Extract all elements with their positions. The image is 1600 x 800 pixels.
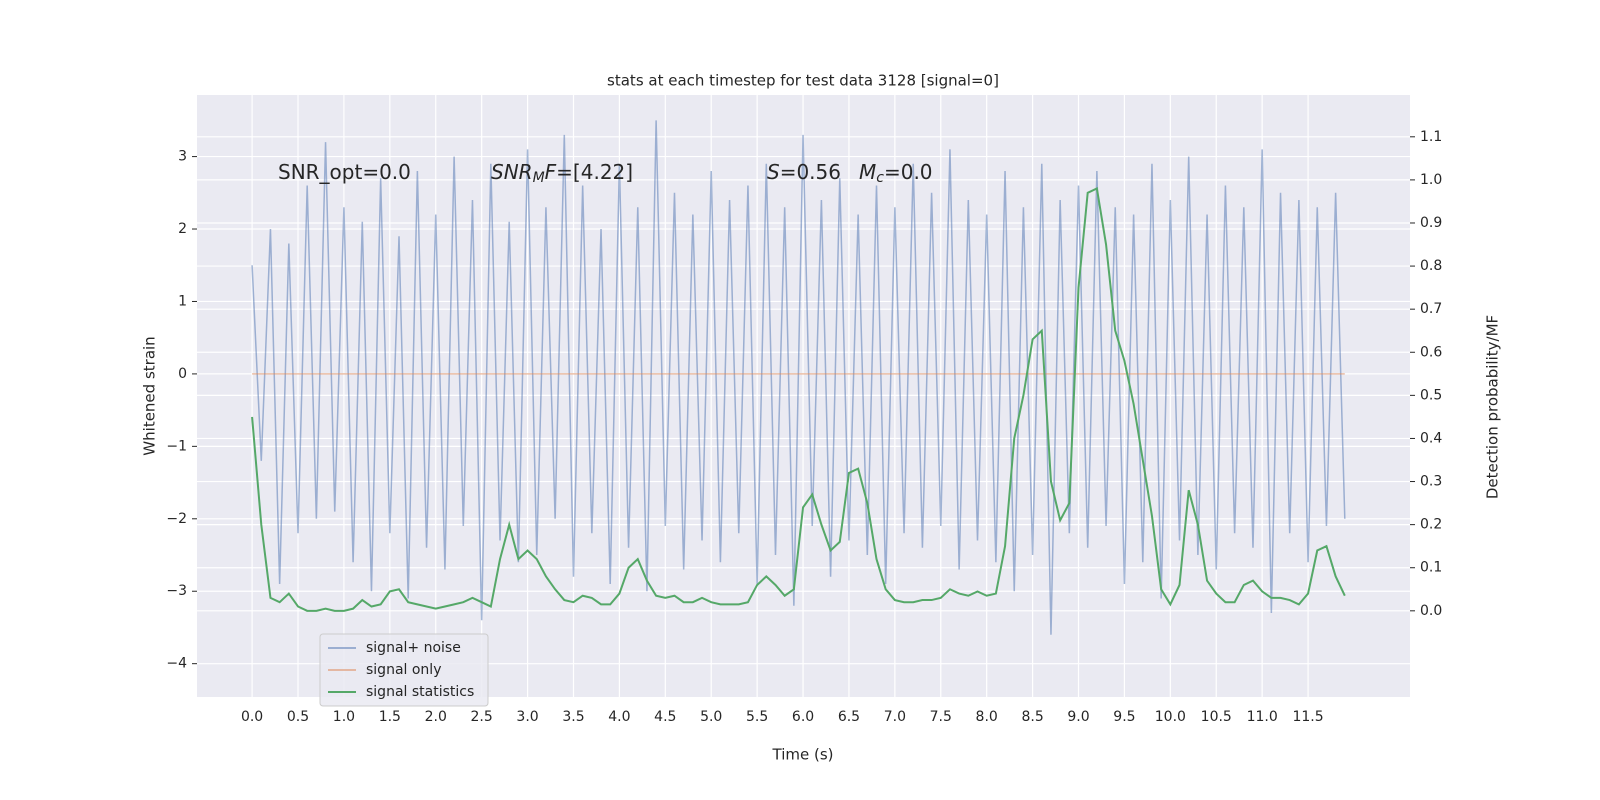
y-axis-label: Whitened strain [141,336,159,455]
y-tick-label: −3 [166,583,187,599]
x-tick-label: 3.5 [562,709,584,725]
x-tick-label: 10.5 [1201,709,1232,725]
x-tick-label: 0.5 [287,709,309,725]
x-tick-label: 3.0 [516,709,538,725]
y2-tick-label: 0.2 [1420,517,1442,533]
annotation: S=0.56 [767,160,841,184]
y-tick-label: 3 [178,149,187,165]
y2-tick-label: 1.0 [1420,172,1442,188]
y2-tick-label: 0.5 [1420,387,1442,403]
x-tick-label: 0.0 [241,709,263,725]
legend-label: signal+ noise [366,640,461,656]
y-tick-label: −2 [166,511,187,527]
x-tick-label: 8.0 [976,709,998,725]
x-tick-label: 7.5 [930,709,952,725]
series-line [251,120,1346,635]
x-tick-label: 11.0 [1247,709,1278,725]
x-tick-label: 9.0 [1067,709,1089,725]
y2-tick-label: 0.1 [1420,560,1442,576]
y2-tick-label: 0.9 [1420,215,1442,231]
x-tick-label: 2.5 [471,709,493,725]
annotation-part: c [876,170,884,186]
x-tick-label: 6.5 [838,709,860,725]
annotation: SNR_opt=0.0 [278,160,411,184]
y-tick-label: −4 [166,656,187,672]
x-tick-label: 5.0 [700,709,722,725]
x-tick-label: 8.5 [1021,709,1043,725]
x-tick-label: 6.0 [792,709,814,725]
x-tick-label: 1.0 [333,709,355,725]
x-tick-label: 7.0 [884,709,906,725]
annotation-part: =0.56 [780,160,841,184]
y2-tick-label: 0.0 [1420,603,1442,619]
x-tick-label: 10.0 [1155,709,1186,725]
annotation-part: S [767,160,780,184]
annotation: SNRMF=[4.22] [491,160,633,187]
x-tick-label: 2.0 [425,709,447,725]
annotation-part: SNR [491,160,533,184]
annotation-part: =0.0 [884,160,933,184]
x-axis-label: Time (s) [772,746,834,764]
annotation-part: SNR_opt=0.0 [278,160,411,184]
x-tick-label: 9.5 [1113,709,1135,725]
x-tick-label: 4.0 [608,709,630,725]
x-tick-label: 1.5 [379,709,401,725]
y2-tick-label: 0.7 [1420,301,1442,317]
x-tick-label: 4.5 [654,709,676,725]
y-tick-label: 2 [178,221,187,237]
y2-axis-label: Detection probability/MF [1484,315,1502,499]
legend-label: signal statistics [366,684,474,700]
annotation: Mc=0.0 [859,160,933,187]
y2-tick-label: 0.3 [1420,474,1442,490]
y2-tick-label: 0.8 [1420,258,1442,274]
y2-tick-label: 0.4 [1420,430,1442,446]
y-tick-label: 0 [178,366,187,382]
y2-tick-label: 1.1 [1420,129,1442,145]
annotation-part: M [859,160,876,184]
annotation-part: =[4.22] [556,160,633,184]
legend-box [319,633,489,707]
legend-label: signal only [366,662,441,678]
series-line [251,187,1346,612]
chart-title: stats at each timestep for test data 312… [607,72,999,90]
annotation-part: F [545,160,557,184]
y-tick-label: −1 [166,438,187,454]
annotation-part: M [533,170,545,186]
y2-tick-label: 0.6 [1420,344,1442,360]
x-tick-label: 5.5 [746,709,768,725]
y-tick-label: 1 [178,293,187,309]
x-tick-label: 11.5 [1292,709,1323,725]
